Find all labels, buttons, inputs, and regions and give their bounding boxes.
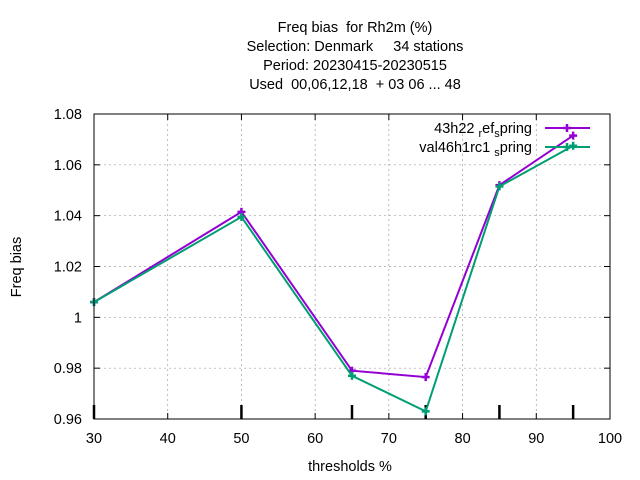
- series-line: [93, 134, 574, 379]
- series-line: [93, 144, 574, 413]
- series-1: [90, 131, 578, 382]
- series-lines: [90, 131, 578, 416]
- chart-title-line-2: Selection: Denmark 34 stations: [246, 39, 464, 55]
- chart-title-line-3: Period: 20230415-20230515: [263, 58, 447, 74]
- y-tick-labels: 0.96 0.98 1 1.02 1.04 1.06 1.08: [54, 107, 82, 428]
- x-tick-label: 50: [233, 431, 249, 447]
- y-tick-label: 1: [74, 310, 82, 326]
- x-tick-labels: 30 40 50 60 70 80 90 100: [86, 431, 622, 447]
- x-tick-label: 60: [307, 431, 323, 447]
- data-point: [569, 131, 578, 140]
- x-tick-label: 30: [86, 431, 102, 447]
- y-tick-label: 1.08: [54, 107, 82, 123]
- legend-label: 43h22 refspring: [434, 121, 532, 140]
- plot-frame: [93, 113, 611, 420]
- x-tick-label: 80: [455, 431, 471, 447]
- y-tick-label: 0.96: [54, 412, 82, 428]
- legend-label: val46h1rc1 spring: [419, 140, 532, 159]
- chart-title-line-1: Freq bias for Rh2m (%): [277, 20, 433, 36]
- y-tick-label: 1.02: [54, 260, 82, 276]
- x-tick-label: 90: [528, 431, 544, 447]
- grid-lines: [94, 114, 610, 419]
- data-point: [237, 212, 246, 221]
- x-tick-label: 70: [381, 431, 397, 447]
- data-point: [495, 182, 504, 191]
- y-axis-label: Freq bias: [9, 237, 25, 297]
- data-point: [348, 371, 356, 380]
- legend-entry: 43h22 refspring: [434, 121, 590, 140]
- chart-title-line-4: Used 00,06,12,18 + 03 06 ... 48: [249, 77, 461, 93]
- legend-entry: val46h1rc1 spring: [419, 140, 590, 159]
- data-point: [421, 407, 430, 416]
- y-tick-label: 0.98: [54, 361, 82, 377]
- sample-markers: [92, 405, 575, 419]
- y-tick-label: 1.06: [54, 158, 82, 174]
- legend-marker: [563, 124, 571, 132]
- data-point: [421, 373, 430, 382]
- legend-marker: [563, 143, 571, 151]
- x-tick-label: 40: [160, 431, 176, 447]
- series-2: [90, 141, 578, 416]
- x-tick-label: 100: [598, 431, 622, 447]
- x-axis-label: thresholds %: [308, 459, 392, 475]
- y-tick-label: 1.04: [54, 209, 82, 225]
